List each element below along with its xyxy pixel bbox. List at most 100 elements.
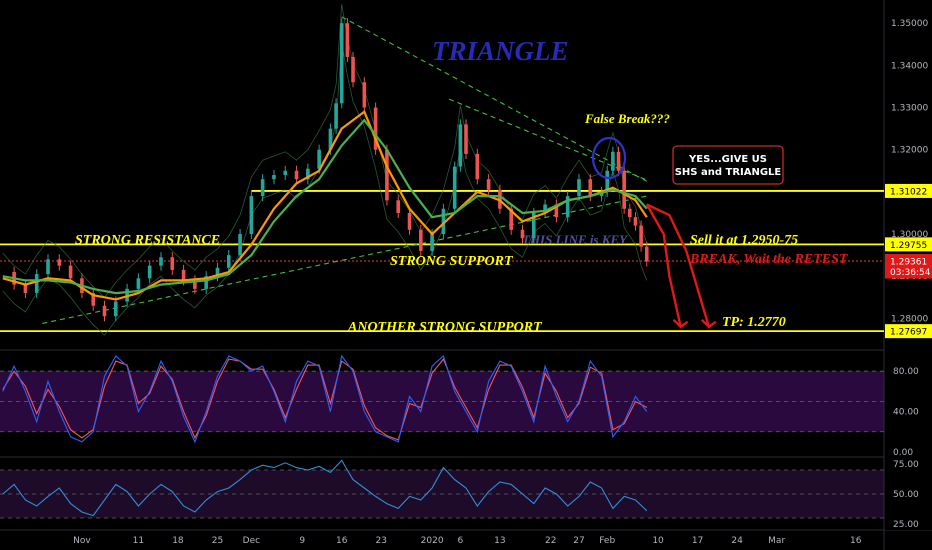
candle-body <box>543 204 547 213</box>
time-tick-label: Feb <box>599 536 615 546</box>
time-tick-label: 27 <box>573 536 584 546</box>
candle-body <box>334 103 338 129</box>
candle-body <box>554 204 559 218</box>
rsi-line <box>2 459 648 517</box>
price-tick-label: 1.34000 <box>891 61 928 71</box>
candle-body <box>136 278 141 289</box>
time-tick-label: 6 <box>457 536 463 546</box>
candle-body <box>565 196 570 218</box>
candle-body <box>396 200 401 213</box>
price-tag-bg <box>885 264 932 279</box>
candle-body <box>464 124 468 154</box>
candle-body <box>633 217 638 226</box>
time-tick-label: 10 <box>652 536 664 546</box>
candle-body <box>419 229 423 251</box>
candle-body <box>328 128 333 150</box>
candle-body <box>616 151 621 171</box>
price-tag-bg <box>885 237 932 252</box>
candle-body <box>34 274 39 294</box>
price-tag-bg <box>885 324 932 339</box>
time-tick-label: 2020 <box>421 536 444 546</box>
another-support-label: ANOTHER STRONG SUPPORT <box>347 320 543 335</box>
time-tick-label: 23 <box>376 536 387 546</box>
candle-body <box>238 234 242 256</box>
callout-box: YES...GIVE US SHS and TRIANGLE <box>672 145 784 185</box>
time-tick-label: 9 <box>299 536 305 546</box>
price-tag-label: 1.29755 <box>890 241 927 251</box>
time-tick-label: Mar <box>768 536 785 546</box>
break-retest-label: BREAK, Wait the RETEST <box>689 252 849 267</box>
strong-resistance-label: STRONG RESISTANCE <box>75 233 220 248</box>
candle-body <box>339 23 344 104</box>
candle-body <box>306 168 310 180</box>
rsi-tick-label: 75.00 <box>893 460 919 470</box>
oscillator-axis: 80.00 40.00 0.00 75.00 50.00 25.00 <box>893 367 919 530</box>
candle-body <box>294 170 299 180</box>
moving-average-0 <box>2 109 648 301</box>
price-tag-label: 1.31022 <box>890 187 927 197</box>
price-tick-label: 1.35000 <box>891 19 928 29</box>
candle-body <box>509 208 513 230</box>
time-tick-label: 11 <box>133 536 144 546</box>
rsi-tick-label: 25.00 <box>893 520 919 530</box>
false-break-circle <box>591 136 627 180</box>
candle-body <box>458 124 463 167</box>
horizontal-levels <box>0 190 884 333</box>
candle-body <box>611 151 615 171</box>
candle-body <box>317 149 321 169</box>
candle-body <box>215 267 220 277</box>
candle-body <box>486 179 491 190</box>
candle-body <box>531 212 536 239</box>
price-series-group <box>2 4 649 336</box>
price-tag-label: 1.29361 <box>890 257 927 267</box>
candle-body <box>181 269 186 281</box>
time-tick-label: 13 <box>494 536 505 546</box>
stochastic-k-line <box>2 354 648 444</box>
lower-band-line <box>2 42 648 336</box>
candle-body <box>193 280 197 289</box>
candle-body <box>588 179 593 197</box>
candle-body <box>520 229 525 239</box>
time-axis[interactable]: Nov 11 18 25 Dec 9 16 23 2020 6 13 22 27 Feb 10 17 24 Mar… <box>73 536 862 546</box>
stochastic-tick-label: 0.00 <box>893 448 913 458</box>
moving-average-1 <box>2 118 648 295</box>
candle-body <box>441 208 446 235</box>
time-tick-label: Nov <box>73 536 91 546</box>
candle-body <box>102 305 107 317</box>
projection-arrowhead-1 <box>701 318 717 329</box>
trendline-0 <box>341 16 648 182</box>
stochastic-pane[interactable] <box>0 351 884 457</box>
candle-body <box>283 170 288 175</box>
projection-arrows <box>645 203 717 329</box>
candle-body <box>249 196 254 235</box>
trendline-2 <box>42 195 647 324</box>
candle-body <box>260 179 265 197</box>
rsi-tick-label: 50.00 <box>893 490 919 500</box>
candle-body <box>46 259 50 275</box>
candle-body <box>373 107 378 150</box>
projection-path-2 <box>646 203 711 328</box>
false-break-label: False Break??? <box>584 111 670 126</box>
price-tick-label: 1.33000 <box>891 104 928 114</box>
candle-body <box>91 293 96 306</box>
candle-body <box>204 276 208 289</box>
stochastic-tick-label: 40.00 <box>893 408 919 418</box>
price-tag-bg <box>885 253 932 268</box>
price-tick-label: 1.28000 <box>891 314 928 324</box>
chart-title: TRIANGLE <box>432 36 569 66</box>
candle-body <box>639 225 643 247</box>
candle-body <box>345 23 350 57</box>
key-line-label: THIS LINE is KEY <box>522 232 628 247</box>
sell-label: Sell it at 1.2950-75 <box>690 233 798 248</box>
price-tick-label: 1.30000 <box>891 230 928 240</box>
time-tick-label: 24 <box>731 536 743 546</box>
candle-body <box>226 255 231 268</box>
candle-body <box>272 175 276 180</box>
oscillator-group <box>0 354 884 519</box>
time-tick-label: 18 <box>172 536 184 546</box>
candle-body <box>57 259 62 266</box>
time-tick-label: 22 <box>545 536 556 546</box>
candle-body <box>622 170 626 209</box>
